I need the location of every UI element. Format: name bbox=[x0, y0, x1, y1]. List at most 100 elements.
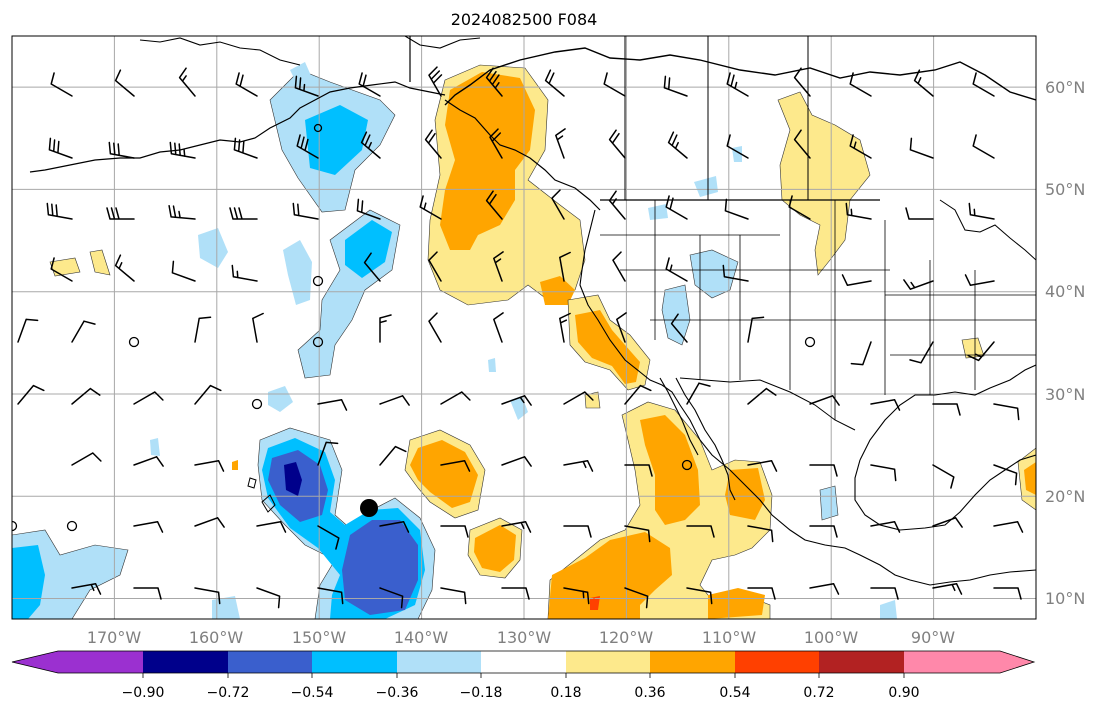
colorbar-cell bbox=[143, 651, 228, 673]
colorbar-cell bbox=[481, 651, 566, 673]
lon-label: 140°W bbox=[394, 628, 449, 647]
wind-barb bbox=[71, 387, 101, 405]
wind-barb bbox=[563, 391, 594, 405]
calm-wind-circle bbox=[313, 123, 323, 133]
wind-barb bbox=[724, 198, 749, 220]
wind-barb bbox=[972, 134, 995, 159]
lat-label: 10°N bbox=[1045, 589, 1085, 608]
wind-barb bbox=[194, 517, 225, 528]
wind-barb bbox=[793, 129, 811, 159]
lon-label: 110°W bbox=[702, 628, 757, 647]
wind-barb bbox=[559, 312, 571, 343]
wind-barb bbox=[317, 525, 340, 550]
wind-barb bbox=[169, 141, 196, 159]
lon-label: 120°W bbox=[599, 628, 654, 647]
anomaly-region bbox=[725, 468, 765, 520]
negative-anomaly-shading bbox=[12, 62, 897, 619]
coastline bbox=[444, 99, 601, 211]
wind-barb bbox=[71, 320, 96, 343]
wind-barb bbox=[360, 131, 381, 159]
wind-barb bbox=[841, 274, 872, 286]
anomaly-region bbox=[777, 91, 871, 276]
anomaly-region bbox=[575, 310, 640, 384]
wind-barb bbox=[440, 587, 467, 605]
wind-barb bbox=[788, 195, 811, 220]
lon-label: 130°W bbox=[497, 628, 552, 647]
coastline bbox=[675, 377, 736, 501]
anomaly-region bbox=[89, 249, 111, 276]
wind-barb bbox=[171, 260, 196, 282]
wind-barb bbox=[909, 137, 934, 159]
wind-barb bbox=[972, 72, 995, 97]
wind-barb bbox=[194, 316, 212, 343]
map-title: 2024082500 F084 bbox=[451, 10, 598, 29]
wind-barb bbox=[563, 587, 590, 605]
coastline bbox=[579, 209, 1036, 586]
wind-barb bbox=[747, 525, 774, 543]
lon-label: 100°W bbox=[804, 628, 859, 647]
wind-barb bbox=[489, 128, 503, 159]
wind-barb bbox=[317, 441, 339, 466]
colorbar-tick-label: 0.18 bbox=[550, 685, 581, 701]
colorbar-cell bbox=[650, 651, 735, 673]
wind-barb bbox=[194, 460, 225, 472]
colorbar-cell bbox=[397, 651, 481, 673]
anomaly-region bbox=[661, 284, 691, 346]
calm-wind-circle bbox=[804, 336, 816, 348]
calm-wind-markers bbox=[12, 123, 816, 532]
wind-barb bbox=[608, 190, 626, 220]
anomaly-region bbox=[648, 204, 668, 220]
colorbar-tick-label: −0.72 bbox=[207, 685, 250, 701]
wind-barb bbox=[809, 464, 838, 477]
wind-barb bbox=[809, 525, 838, 538]
wind-barb bbox=[178, 67, 196, 97]
wind-barb bbox=[428, 312, 442, 343]
wind-barb bbox=[747, 387, 777, 405]
wind-barb bbox=[256, 587, 281, 609]
wind-barb bbox=[870, 521, 901, 533]
coastline bbox=[261, 494, 276, 513]
wind-barb bbox=[231, 264, 258, 282]
colorbar-cell bbox=[904, 651, 1034, 673]
wind-barb bbox=[993, 587, 1022, 600]
wind-barb bbox=[905, 207, 934, 220]
colorbar-outline bbox=[11, 650, 1036, 674]
wind-barb bbox=[108, 141, 135, 159]
colorbar-cell bbox=[735, 651, 819, 673]
storm-center-marker bbox=[360, 499, 378, 517]
wind-barb bbox=[358, 72, 381, 97]
wind-barb bbox=[624, 464, 653, 477]
wind-barb bbox=[133, 391, 164, 405]
lat-label: 40°N bbox=[1045, 282, 1085, 301]
wind-barb bbox=[964, 274, 995, 286]
anomaly-region bbox=[488, 358, 496, 372]
wind-barb bbox=[379, 587, 404, 609]
wind-barb bbox=[686, 382, 711, 405]
wind-barb bbox=[563, 525, 592, 538]
wind-barb bbox=[993, 521, 1024, 533]
wind-barb bbox=[616, 312, 627, 343]
anomaly-region bbox=[12, 545, 45, 619]
wind-barb bbox=[870, 399, 901, 411]
wind-barb bbox=[747, 460, 778, 472]
wind-barb bbox=[501, 587, 530, 600]
anomaly-region bbox=[283, 240, 312, 305]
wind-barb bbox=[440, 391, 471, 405]
map-frame bbox=[11, 35, 1037, 620]
wind-barb bbox=[849, 134, 872, 159]
wind-barb bbox=[296, 134, 319, 159]
wind-barb bbox=[624, 525, 651, 543]
colorbar-tick-label: 0.90 bbox=[888, 685, 919, 701]
coastlines-and-borders bbox=[29, 36, 1036, 586]
wind-barb bbox=[665, 195, 688, 220]
wind-barb bbox=[849, 72, 872, 97]
colorbar-labels: −0.90 −0.72 −0.54 −0.36 −0.18 0.18 0.36 … bbox=[122, 685, 920, 701]
lat-label: 60°N bbox=[1045, 78, 1085, 97]
wind-barb bbox=[317, 399, 348, 411]
wind-barb bbox=[46, 202, 73, 220]
colorbar-tick-label: −0.18 bbox=[460, 685, 503, 701]
wind-barb bbox=[559, 251, 571, 282]
wind-barb bbox=[909, 341, 934, 364]
wind-barb bbox=[379, 445, 407, 466]
wind-barb bbox=[133, 587, 162, 600]
